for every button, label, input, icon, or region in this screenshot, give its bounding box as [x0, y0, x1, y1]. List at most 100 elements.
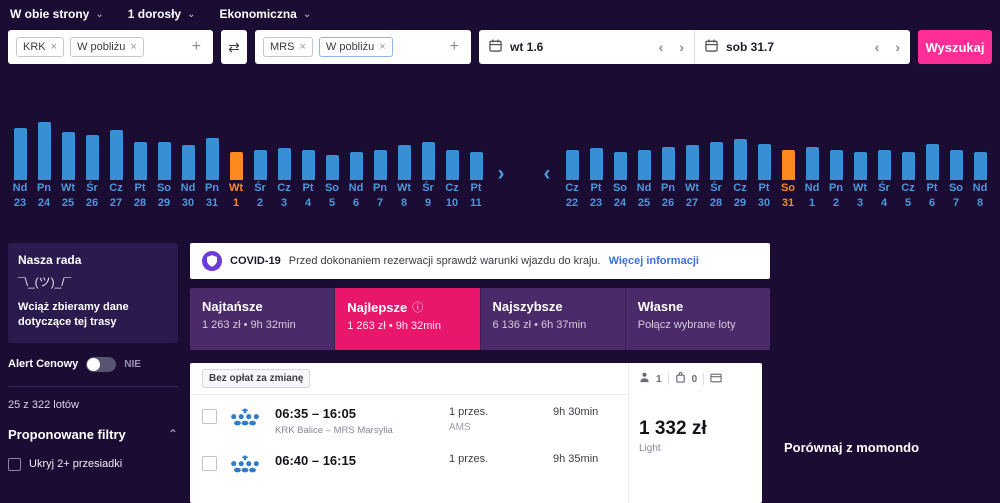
return-date-next-icon[interactable]: ›	[895, 39, 900, 55]
close-icon[interactable]: ×	[130, 41, 137, 53]
bar-date-label: 26	[661, 197, 675, 209]
price-bar-śr-9[interactable]: Śr 9	[416, 118, 440, 222]
destination-field[interactable]: MRS × W pobliżu × +	[255, 30, 471, 64]
flight-row[interactable]: 06:35 – 16:05 KRK Balice – MRS Marsylia …	[190, 395, 628, 442]
price-bar-fill	[709, 142, 723, 180]
price-bar-pt-6[interactable]: Pt 6	[920, 118, 944, 222]
origin-chip-krk[interactable]: KRK ×	[16, 37, 65, 57]
tab-best-active[interactable]: Najlepsze ⓘ 1 263 zł • 9h 32min	[335, 288, 481, 350]
tab-fastest[interactable]: Najszybsze 6 136 zł • 6h 37min	[480, 288, 626, 350]
price-bar-pn-2[interactable]: Pn 2	[824, 118, 848, 222]
covid-more-info-link[interactable]: Więcej informacji	[608, 255, 699, 267]
price-bar-nd-30[interactable]: Nd 30	[176, 118, 200, 222]
bar-day-label: Pt	[134, 182, 146, 194]
bar-date-label: 10	[445, 197, 459, 209]
price-alert-toggle[interactable]	[86, 356, 117, 372]
return-prev-dates-arrow[interactable]: ‹	[543, 162, 551, 185]
price-bar-so-7[interactable]: So 7	[944, 118, 968, 222]
advice-title: Nasza rada	[18, 253, 82, 267]
fare-class: Light	[639, 443, 661, 454]
card-header: Bez opłat za zmianę	[190, 363, 628, 395]
price-bar-wt-25[interactable]: Wt 25	[56, 118, 80, 222]
tab-cheapest[interactable]: Najtańsze 1 263 zł • 9h 32min	[190, 288, 336, 350]
price-bar-fill	[829, 150, 843, 180]
price-bar-pn-24[interactable]: Pn 24	[32, 118, 56, 222]
price-bar-śr-26[interactable]: Śr 26	[80, 118, 104, 222]
price-bar-nd-1[interactable]: Nd 1	[800, 118, 824, 222]
price-bar-nd-8[interactable]: Nd 8	[968, 118, 992, 222]
price-bar-pn-26[interactable]: Pn 26	[656, 118, 680, 222]
price-bar-pn-7[interactable]: Pn 7	[368, 118, 392, 222]
passengers-dropdown[interactable]: 1 dorosły ⌄	[128, 7, 196, 21]
origin-chip-nearby[interactable]: W pobliżu ×	[70, 37, 144, 57]
bar-date-label: 30	[757, 197, 771, 209]
swap-origin-destination-button[interactable]: ⇄	[221, 30, 247, 64]
bar-date-label: 25	[637, 197, 651, 209]
tab-custom[interactable]: Własne Połącz wybrane loty	[625, 288, 770, 350]
tab-detail: 6 136 zł • 6h 37min	[492, 319, 587, 331]
price-bar-so-31[interactable]: So 31	[776, 118, 800, 222]
price-bar-cz-5[interactable]: Cz 5	[896, 118, 920, 222]
price-bar-pt-23[interactable]: Pt 23	[584, 118, 608, 222]
price-bar-pt-11[interactable]: Pt 11	[464, 118, 488, 222]
price-bar-so-29[interactable]: So 29	[152, 118, 176, 222]
divider	[667, 373, 669, 385]
price-bar-wt-8[interactable]: Wt 8	[392, 118, 416, 222]
destination-chip-nearby[interactable]: W pobliżu ×	[318, 37, 393, 57]
add-destination-icon[interactable]: +	[449, 38, 459, 55]
cabin-class-dropdown[interactable]: Ekonomiczna ⌄	[219, 7, 311, 21]
bar-day-label: Nd	[972, 182, 988, 194]
price-bar-śr-28[interactable]: Śr 28	[704, 118, 728, 222]
trip-type-dropdown[interactable]: W obie strony ⌄	[10, 7, 104, 21]
bar-day-label: Cz	[109, 182, 123, 194]
suggested-filters-header[interactable]: Proponowane filtry ⌃	[8, 427, 178, 442]
origin-field[interactable]: KRK × W pobliżu × +	[8, 30, 213, 64]
flight-stops: 1 przes.	[449, 453, 489, 465]
price-bar-pn-31[interactable]: Pn 31	[200, 118, 224, 222]
outbound-price-chart: Nd 23 Pn 24 Wt 25 Śr 26 Cz 27 Pt 28 So 29 Nd 30 Pn 31 Wt 1 Ś…	[8, 118, 488, 222]
outbound-next-dates-arrow[interactable]: ›	[497, 162, 505, 185]
depart-date-prev-icon[interactable]: ‹	[658, 39, 664, 55]
price-bar-wt-3[interactable]: Wt 3	[848, 118, 872, 222]
destination-chip-mrs[interactable]: MRS ×	[263, 37, 313, 57]
bar-date-label: 8	[976, 197, 984, 209]
price-bar-cz-3[interactable]: Cz 3	[272, 118, 296, 222]
price-bar-cz-29[interactable]: Cz 29	[728, 118, 752, 222]
bar-date-label: 24	[37, 197, 51, 209]
close-icon[interactable]: ×	[299, 41, 306, 53]
price-bar-wt-1[interactable]: Wt 1	[224, 118, 248, 222]
price-bar-śr-4[interactable]: Śr 4	[872, 118, 896, 222]
return-date-prev-icon[interactable]: ‹	[874, 39, 880, 55]
price-bar-nd-25[interactable]: Nd 25	[632, 118, 656, 222]
price-bar-cz-22[interactable]: Cz 22	[560, 118, 584, 222]
price-bar-so-5[interactable]: So 5	[320, 118, 344, 222]
bar-date-label: 9	[424, 197, 432, 209]
flight-result-card[interactable]: Bez opłat za zmianę 06:35 – 16:05 KRK Ba…	[190, 363, 762, 503]
depart-date-field[interactable]: wt 1.6 ‹ ›	[479, 30, 694, 64]
price-bar-pt-30[interactable]: Pt 30	[752, 118, 776, 222]
depart-date-next-icon[interactable]: ›	[679, 39, 684, 55]
price-bar-śr-2[interactable]: Śr 2	[248, 118, 272, 222]
flight-checkbox[interactable]	[202, 409, 217, 424]
price-bar-cz-27[interactable]: Cz 27	[104, 118, 128, 222]
advice-card: Nasza rada ¯\_(ツ)_/¯ Wciąż zbieramy dane…	[8, 243, 178, 343]
price-bar-pt-4[interactable]: Pt 4	[296, 118, 320, 222]
price-bar-so-24[interactable]: So 24	[608, 118, 632, 222]
close-icon[interactable]: ×	[50, 41, 58, 53]
chevron-down-icon: ⌄	[302, 8, 312, 20]
close-icon[interactable]: ×	[379, 41, 386, 53]
search-button[interactable]: Wyszukaj	[918, 30, 992, 64]
bar-day-label: Cz	[901, 182, 915, 194]
price-bar-nd-6[interactable]: Nd 6	[344, 118, 368, 222]
flight-row[interactable]: 06:40 – 16:15 1 przes. 9h 35min	[190, 442, 628, 486]
return-date-field[interactable]: sob 31.7 ‹ ›	[694, 30, 910, 64]
price-bar-wt-27[interactable]: Wt 27	[680, 118, 704, 222]
traveler-icon	[639, 372, 650, 386]
price-bar-nd-23[interactable]: Nd 23	[8, 118, 32, 222]
price-bar-cz-10[interactable]: Cz 10	[440, 118, 464, 222]
compare-momondo-link[interactable]: Porównaj z momondo	[784, 440, 920, 455]
price-bar-fill	[613, 152, 627, 180]
bar-date-label: 24	[613, 197, 627, 209]
price-bar-pt-28[interactable]: Pt 28	[128, 118, 152, 222]
add-origin-icon[interactable]: +	[191, 38, 201, 55]
